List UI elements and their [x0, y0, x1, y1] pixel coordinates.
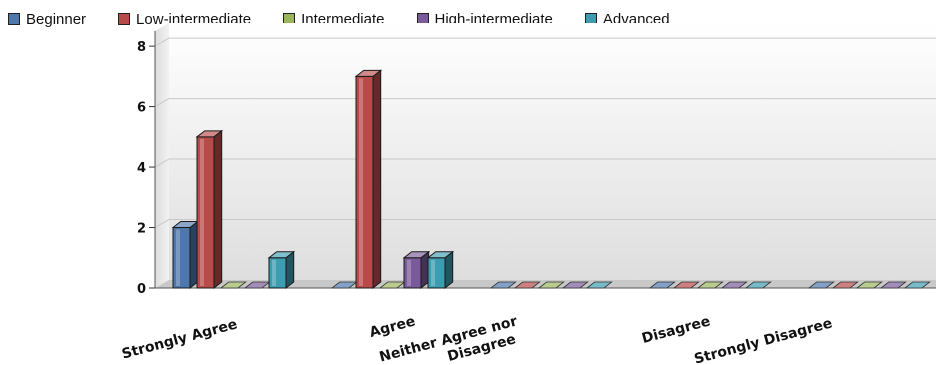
bar-beginner-neither-agree-nor-disagree — [489, 281, 517, 289]
legend-label: Beginner — [26, 10, 87, 28]
bar-advanced-strongly-disagree — [903, 281, 931, 289]
gridline — [154, 37, 936, 47]
plot-side-wall — [155, 23, 169, 288]
bar-advanced-strongly-agree — [267, 250, 296, 290]
bar-low-intermediate-neither-agree-nor-disagree — [513, 281, 541, 289]
bar-intermediate-strongly-agree — [219, 281, 247, 289]
gridline — [154, 98, 936, 108]
gridline — [154, 158, 936, 168]
bar-low-intermediate-disagree — [672, 281, 700, 289]
x-tick-label: Strongly Disagree — [693, 315, 834, 365]
y-tick-label: 6 — [137, 101, 146, 116]
bar-high-intermediate-disagree — [720, 281, 748, 289]
legend-swatch — [8, 13, 20, 25]
bar-low-intermediate-strongly-disagree — [831, 281, 859, 289]
y-tick-label: 8 — [137, 40, 146, 55]
bar-low-intermediate-agree — [354, 69, 383, 290]
gridline — [154, 219, 936, 228]
bar-advanced-disagree — [744, 281, 772, 289]
y-tick-label: 0 — [137, 282, 146, 297]
bar-high-intermediate-agree — [402, 250, 431, 290]
x-tick-label: Disagree — [640, 313, 712, 347]
y-tick-label: 4 — [137, 161, 146, 176]
bar-intermediate-disagree — [696, 281, 724, 289]
bar-advanced-agree — [426, 250, 455, 290]
bar-beginner-strongly-disagree — [807, 281, 835, 289]
y-tick-label: 2 — [137, 222, 146, 237]
bar-advanced-neither-agree-nor-disagree — [585, 281, 613, 289]
bar-beginner-strongly-agree — [171, 220, 200, 290]
bar-high-intermediate-neither-agree-nor-disagree — [561, 281, 589, 289]
bar-intermediate-neither-agree-nor-disagree — [537, 281, 565, 289]
plot-back-wall — [169, 23, 936, 280]
bar-beginner-disagree — [648, 281, 676, 289]
legend-item-beginner: Beginner — [8, 11, 86, 28]
x-tick-label: Strongly Agree — [120, 316, 239, 362]
bar-intermediate-strongly-disagree — [855, 281, 883, 289]
bar-low-intermediate-strongly-agree — [195, 129, 224, 290]
x-tick-label: Agree — [368, 313, 417, 341]
legend-swatch — [118, 13, 131, 25]
bar-high-intermediate-strongly-disagree — [879, 281, 907, 289]
